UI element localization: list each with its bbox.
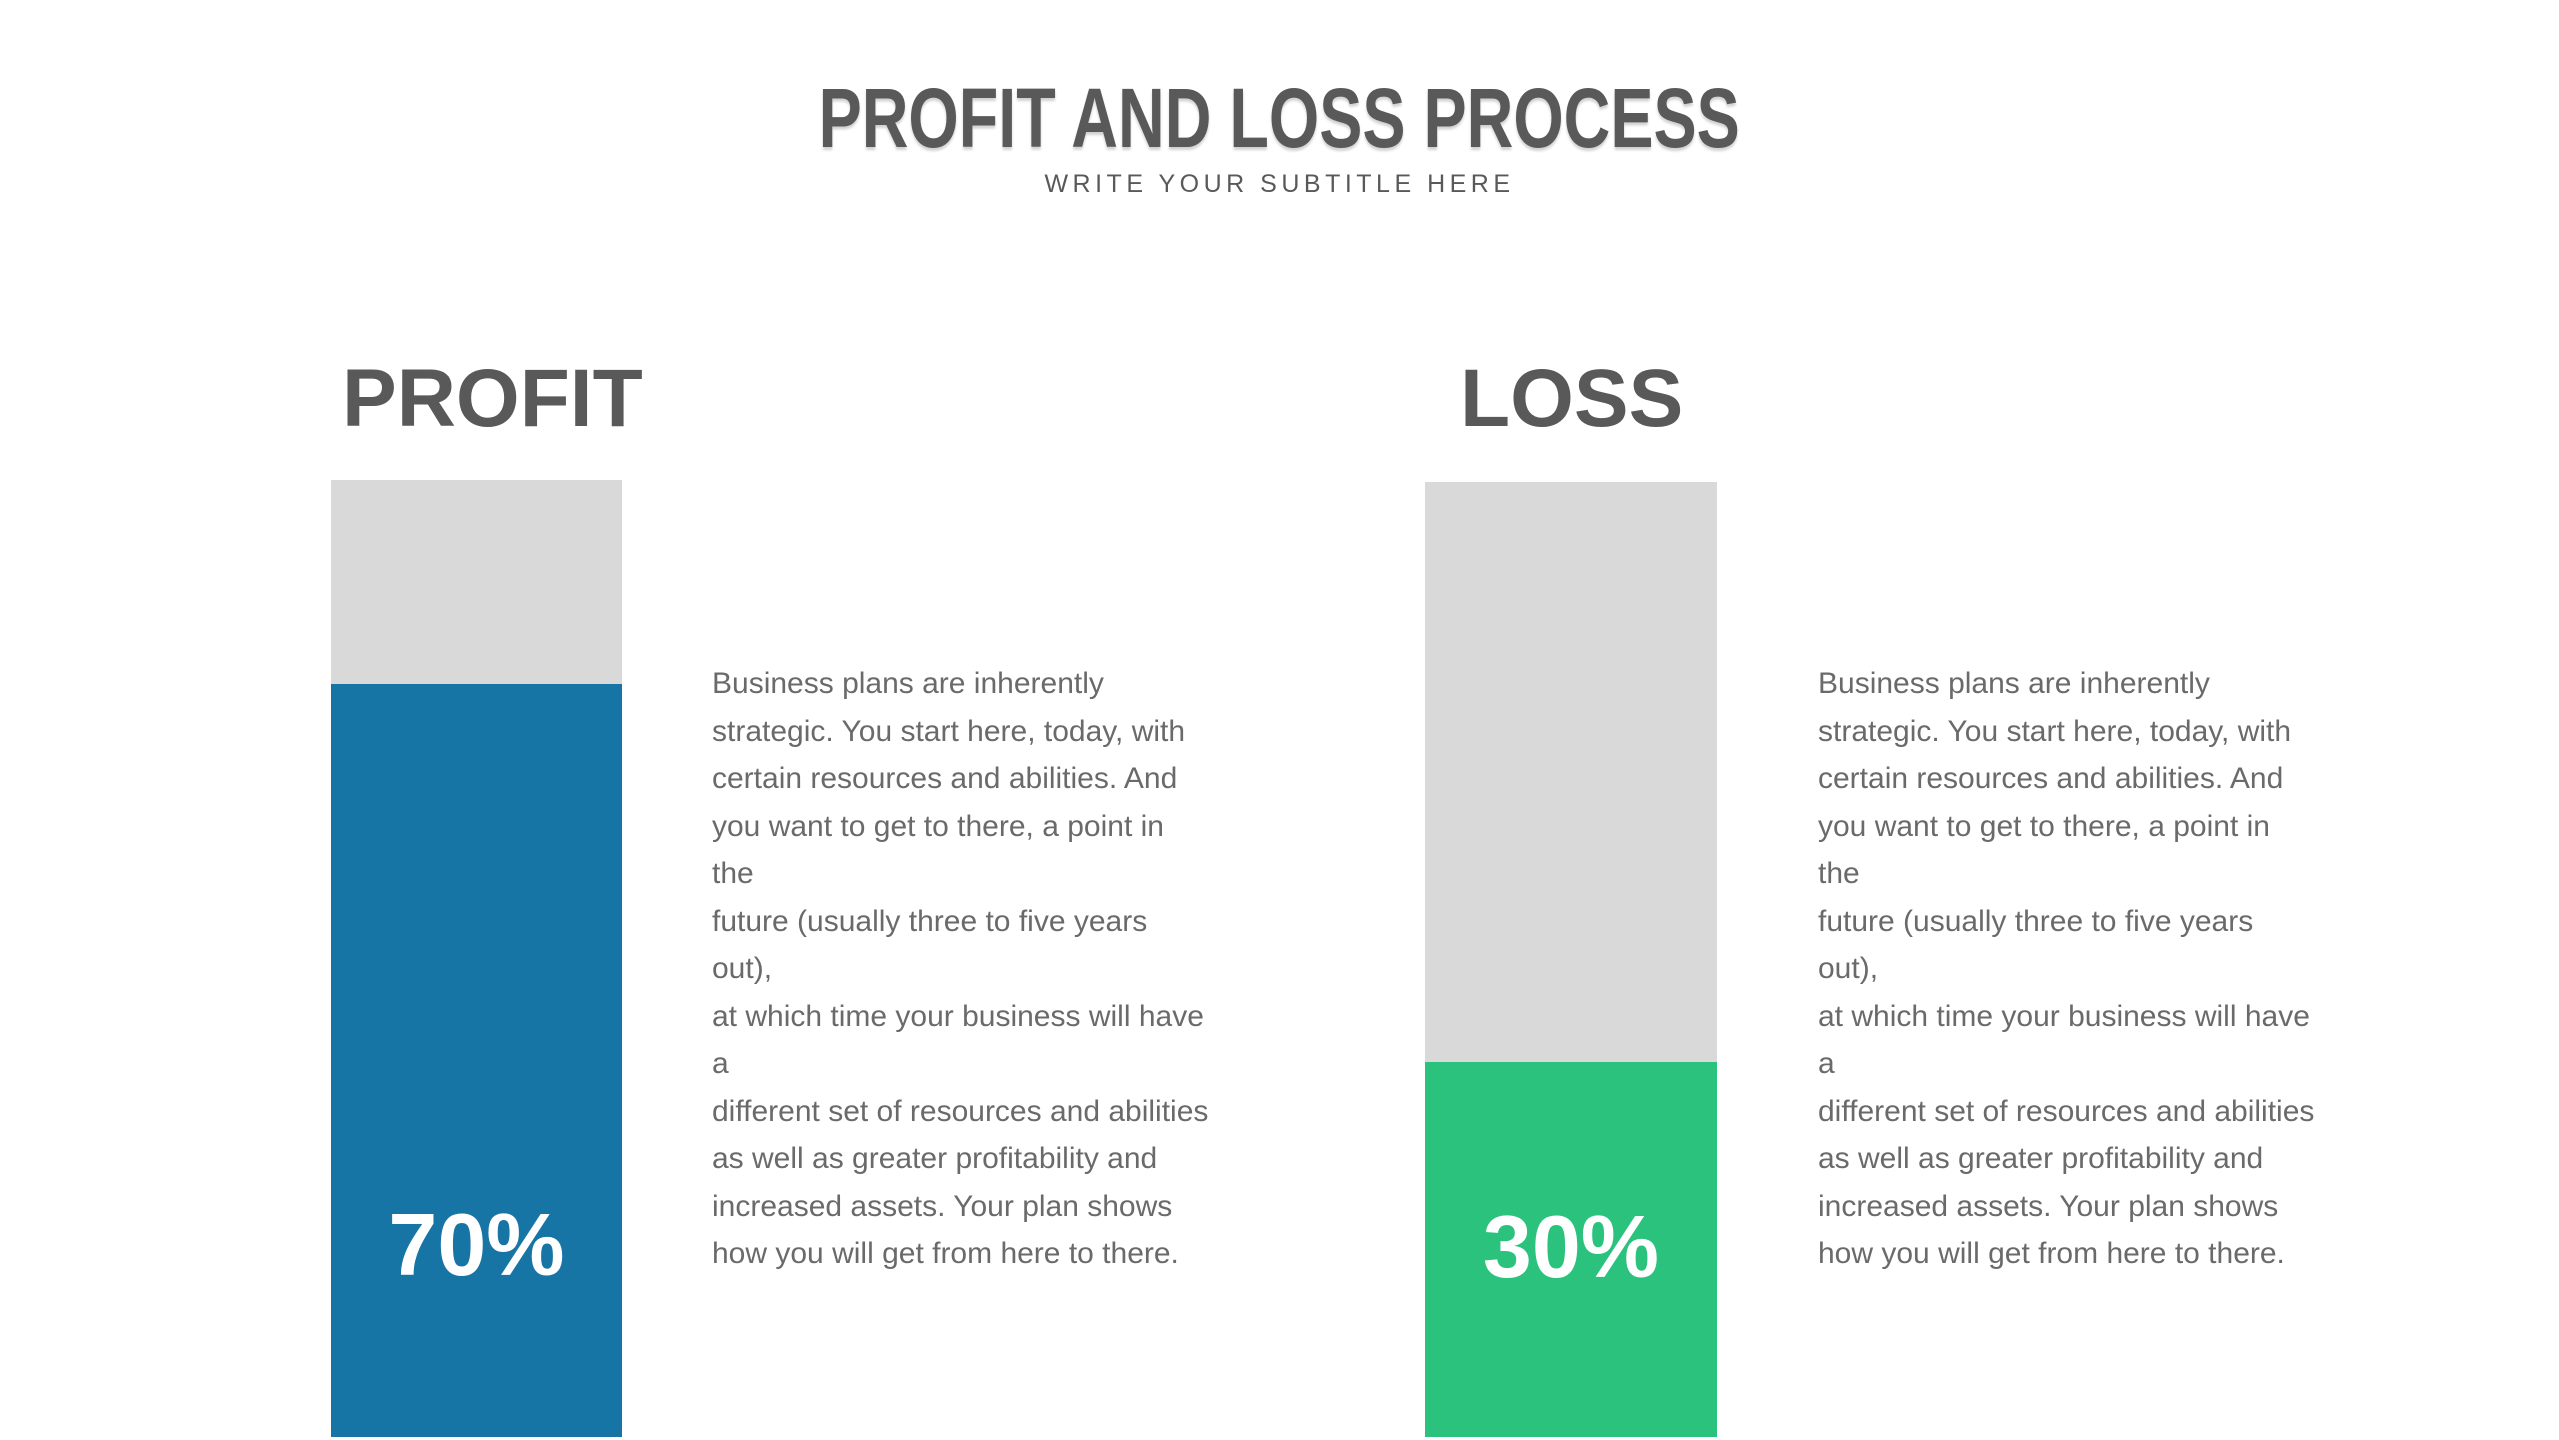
profit-bar: 70% <box>331 480 622 1437</box>
profit-heading: PROFIT <box>342 353 643 444</box>
loss-description: Business plans are inherently strategic.… <box>1818 667 2315 1270</box>
loss-percent-label: 30% <box>1482 1197 1660 1296</box>
loss-bar-fill <box>1425 1062 1717 1437</box>
loss-heading: LOSS <box>1460 353 1684 444</box>
page-title: PROFIT AND LOSS PROCESS <box>0 76 2559 160</box>
loss-bar: 30% <box>1425 482 1717 1437</box>
page-subtitle: WRITE YOUR SUBTITLE HERE <box>1044 170 1515 198</box>
profit-percent-label: 70% <box>388 1195 565 1294</box>
profit-description: Business plans are inherently strategic.… <box>712 667 1209 1270</box>
loss-bar-track <box>1425 482 1717 1062</box>
page-title-text: PROFIT AND LOSS PROCESS <box>818 71 1741 165</box>
profit-bar-fill <box>331 684 622 1437</box>
profit-bar-track <box>331 480 622 684</box>
